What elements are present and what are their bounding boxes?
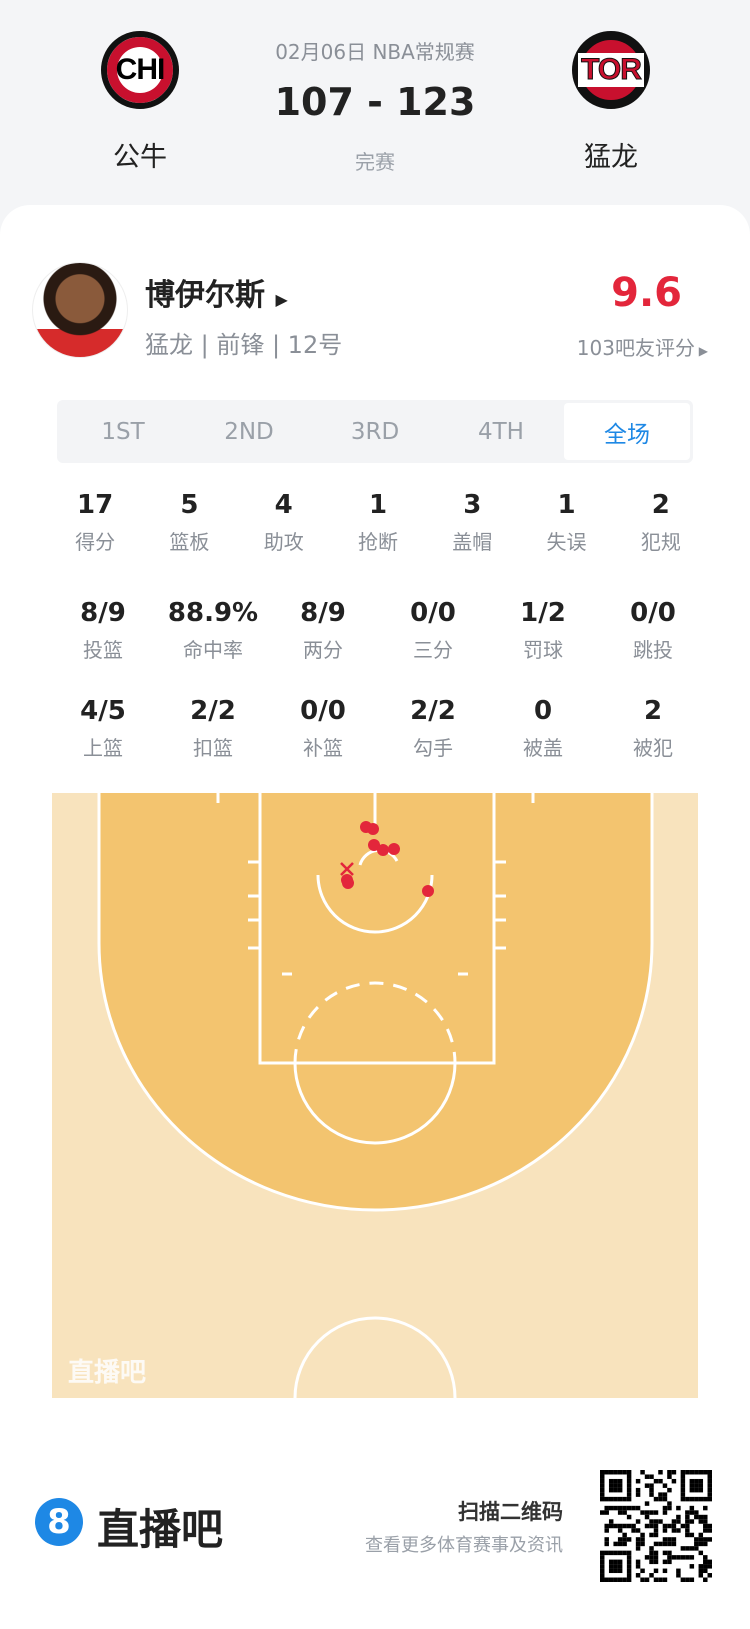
stats-row: 4/5 上篮 2/2 扣篮 0/0 补篮 2/2 勾手 0 被盖 2 被犯 (48, 696, 708, 761)
stat-label: 盖帽 (452, 530, 493, 554)
away-team-name: 猛龙 (584, 142, 638, 173)
tab-full-game[interactable]: 全场 (564, 403, 690, 460)
game-status: 完赛 (355, 150, 395, 174)
stat-label: 上篮 (83, 736, 123, 760)
stat-label: 失误 (546, 530, 587, 554)
game-date: 02月06日 NBA常规赛 (275, 40, 475, 64)
stat-cell: 8/9 投篮 (48, 598, 158, 663)
stat-cell: 0/0 跳投 (598, 598, 708, 663)
stat-value: 5 (180, 490, 199, 520)
tab-3rd[interactable]: 3RD (350, 418, 400, 445)
stat-label: 罚球 (523, 638, 563, 662)
brand-name: 直播吧 (97, 1505, 224, 1554)
stat-label: 三分 (413, 638, 453, 662)
qr-subtitle: 查看更多体育赛事及资讯 (365, 1535, 563, 1556)
stat-cell: 2 犯规 (614, 490, 708, 555)
stat-value: 4 (274, 490, 293, 520)
stat-label: 得分 (75, 530, 116, 554)
stat-cell: 1/2 罚球 (488, 598, 598, 663)
stat-label: 扣篮 (193, 736, 233, 760)
stat-label: 投篮 (83, 638, 123, 662)
tab-1st[interactable]: 1ST (101, 418, 145, 445)
stat-cell: 1 抢断 (331, 490, 425, 555)
player-rating: 9.6 (611, 270, 682, 316)
chi-team-logo[interactable]: CHI (101, 31, 179, 109)
three-point-area (99, 793, 652, 1210)
player-avatar[interactable] (32, 262, 128, 358)
stat-label: 跳投 (633, 638, 673, 662)
stat-cell: 0 被盖 (488, 696, 598, 761)
stat-value: 0/0 (630, 598, 676, 628)
stat-value: 1 (368, 490, 388, 520)
made-shot-marker (368, 839, 380, 851)
home-team-name: 公牛 (113, 142, 167, 173)
brand-logo-icon: 8 (35, 1498, 83, 1546)
stat-value: 4/5 (80, 696, 126, 726)
tab-2nd[interactable]: 2ND (224, 418, 274, 445)
stat-value: 0 (533, 696, 553, 726)
stat-label: 篮板 (169, 530, 210, 554)
stat-label: 被盖 (523, 736, 563, 760)
stat-label: 犯规 (640, 530, 681, 554)
stat-cell: 4 助攻 (237, 490, 331, 555)
player-info: 猛龙 | 前锋 | 12号 (145, 331, 343, 359)
stat-value: 2/2 (410, 696, 456, 726)
qr-title: 扫描二维码 (458, 1500, 563, 1524)
stat-cell: 2/2 扣篮 (158, 696, 268, 761)
stat-value: 88.9% (167, 598, 259, 628)
stat-label: 补篮 (303, 736, 343, 760)
court-lines (97, 793, 654, 1398)
caret-right-icon: ▶ (275, 290, 288, 309)
made-shot-marker (342, 877, 354, 889)
stat-cell: 5 篮板 (142, 490, 236, 555)
shot-chart: 直播吧 (52, 793, 698, 1398)
stat-value: 0/0 (410, 598, 456, 628)
caret-right-icon: ▶ (694, 344, 708, 358)
stat-label: 命中率 (183, 638, 243, 662)
missed-shot-marker (340, 862, 354, 876)
stat-value: 8/9 (80, 598, 126, 628)
tab-4th[interactable]: 4TH (478, 418, 524, 445)
stat-cell: 0/0 补篮 (268, 696, 378, 761)
stat-value: 2/2 (190, 696, 236, 726)
player-name-link[interactable]: 博伊尔斯 ▶ (145, 270, 288, 314)
stat-cell: 17 得分 (48, 490, 142, 555)
shot-markers (340, 821, 434, 897)
stat-value: 2 (643, 696, 663, 726)
stat-value: 3 (463, 490, 482, 520)
stat-label: 被犯 (633, 736, 673, 760)
stat-value: 17 (77, 490, 114, 520)
stat-cell: 1 失误 (519, 490, 613, 555)
stats-row: 8/9 投篮 88.9% 命中率 8/9 两分 0/0 三分 1/2 罚球 0/0 跳投 (48, 598, 708, 663)
stat-value: 8/9 (300, 598, 346, 628)
stat-label: 助攻 (263, 530, 304, 554)
stat-cell: 88.9% 命中率 (158, 598, 268, 663)
stat-label: 勾手 (413, 736, 453, 760)
court-watermark: 直播吧 (68, 1358, 146, 1388)
rating-link[interactable]: 103吧友评分 ▶ (577, 332, 708, 361)
made-shot-marker (377, 844, 389, 856)
tor-team-logo[interactable]: TOR (572, 31, 650, 109)
stat-label: 抢断 (357, 530, 398, 554)
stat-cell: 0/0 三分 (378, 598, 488, 663)
stat-value: 0/0 (300, 696, 346, 726)
stat-cell: 2/2 勾手 (378, 696, 488, 761)
made-shot-marker (422, 885, 434, 897)
stat-value: 1/2 (520, 598, 566, 628)
stat-cell: 8/9 两分 (268, 598, 378, 663)
player-name: 博伊尔斯 (145, 278, 265, 313)
stats-row: 17 得分 5 篮板 4 助攻 1 抢断 3 盖帽 1 失误 2 犯规 (48, 490, 708, 555)
final-score: 107 - 123 (274, 80, 476, 124)
stat-label: 两分 (303, 638, 343, 662)
stat-cell: 4/5 上篮 (48, 696, 158, 761)
stat-cell: 3 盖帽 (425, 490, 519, 555)
period-tabs: 1ST 2ND 3RD 4TH 全场 (57, 400, 693, 463)
rating-label: 103吧友评分 (576, 336, 695, 360)
made-shot-marker (367, 823, 379, 835)
stat-value: 1 (557, 490, 576, 520)
stat-value: 2 (651, 490, 670, 520)
made-shot-marker (388, 843, 400, 855)
qr-code (600, 1470, 712, 1582)
stat-cell: 2 被犯 (598, 696, 708, 761)
